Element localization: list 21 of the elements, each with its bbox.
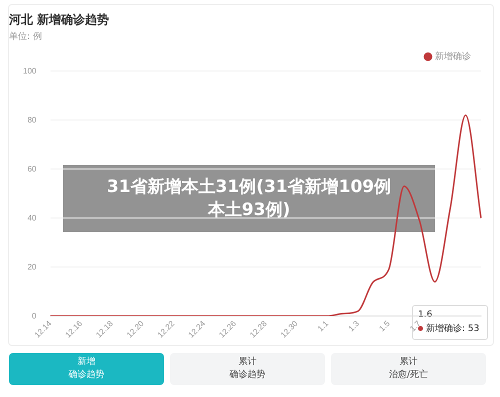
legend-label: 新增确诊 <box>435 51 471 62</box>
x-tick-label: 1.5 <box>377 318 392 334</box>
text: 累计 <box>238 356 256 369</box>
x-tick-label: 1.3 <box>346 318 362 334</box>
y-tick-label: 40 <box>27 213 37 222</box>
y-tick-label: 60 <box>27 164 37 174</box>
line-series <box>50 114 482 316</box>
x-tick-label: 1.7 <box>408 318 423 334</box>
text: 治愈/死亡 <box>388 369 428 382</box>
chart-title: 河北 新增确诊趋势 <box>8 12 110 26</box>
chart-subtitle: 单位: 例 <box>9 31 42 42</box>
y-tick-label: 0 <box>32 311 37 320</box>
x-tick-label: 1.1 <box>316 318 331 334</box>
text: 新增确诊: 53 <box>426 324 480 334</box>
y-tick-label: 20 <box>27 262 37 272</box>
y-tick-label: 80 <box>27 115 37 124</box>
text: 新增 <box>78 356 96 369</box>
text: 确诊趋势 <box>230 369 266 382</box>
text: 确诊趋势 <box>68 369 104 382</box>
y-tick-label: 100 <box>22 66 37 76</box>
text: 累计 <box>400 356 418 369</box>
